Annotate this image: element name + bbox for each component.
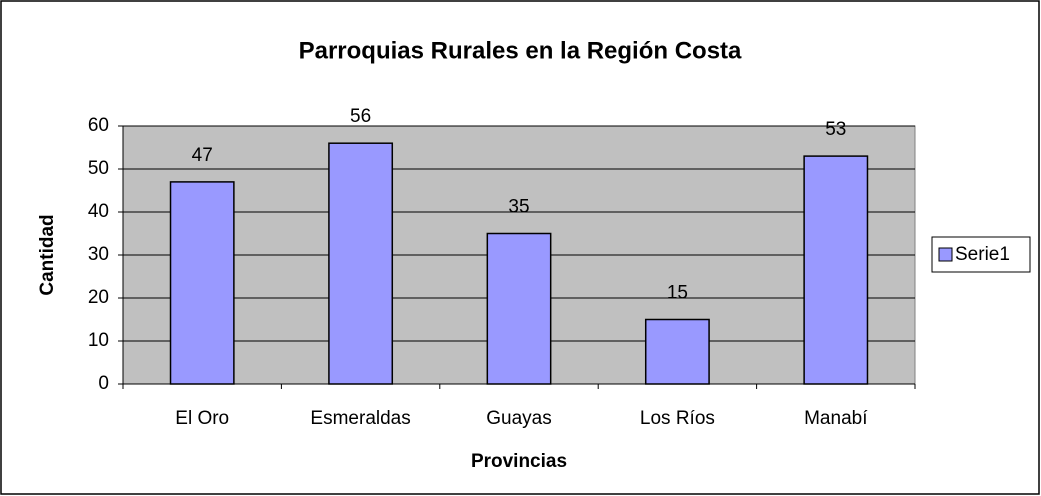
bar xyxy=(328,142,394,385)
bar xyxy=(169,181,235,385)
x-tick-label: Manabí xyxy=(804,408,868,429)
x-tick-label: Guayas xyxy=(486,408,551,429)
data-label: 47 xyxy=(192,145,213,166)
chart-title: Parroquias Rurales en la Región Costa xyxy=(299,37,742,64)
x-tick-label: Esmeraldas xyxy=(310,408,410,429)
x-axis-label: Provincias xyxy=(471,451,567,472)
bar xyxy=(803,155,869,385)
y-tick-label: 20 xyxy=(88,287,109,308)
y-tick-label: 10 xyxy=(88,330,109,351)
y-tick-label: 40 xyxy=(88,201,109,222)
bar xyxy=(486,232,552,385)
y-axis-label: Cantidad xyxy=(37,214,58,295)
legend-swatch xyxy=(938,247,953,262)
x-tick-label: Los Ríos xyxy=(640,408,715,429)
data-label: 35 xyxy=(508,197,529,218)
legend-label: Serie1 xyxy=(955,244,1010,265)
y-tick-label: 50 xyxy=(88,158,109,179)
y-tick-label: 60 xyxy=(88,115,109,136)
bar xyxy=(644,318,710,385)
x-tick-label: El Oro xyxy=(175,408,229,429)
data-label: 56 xyxy=(350,106,371,127)
y-tick-label: 0 xyxy=(98,373,109,394)
data-label: 15 xyxy=(667,283,688,304)
y-tick-label: 30 xyxy=(88,244,109,265)
data-label: 53 xyxy=(825,119,846,140)
